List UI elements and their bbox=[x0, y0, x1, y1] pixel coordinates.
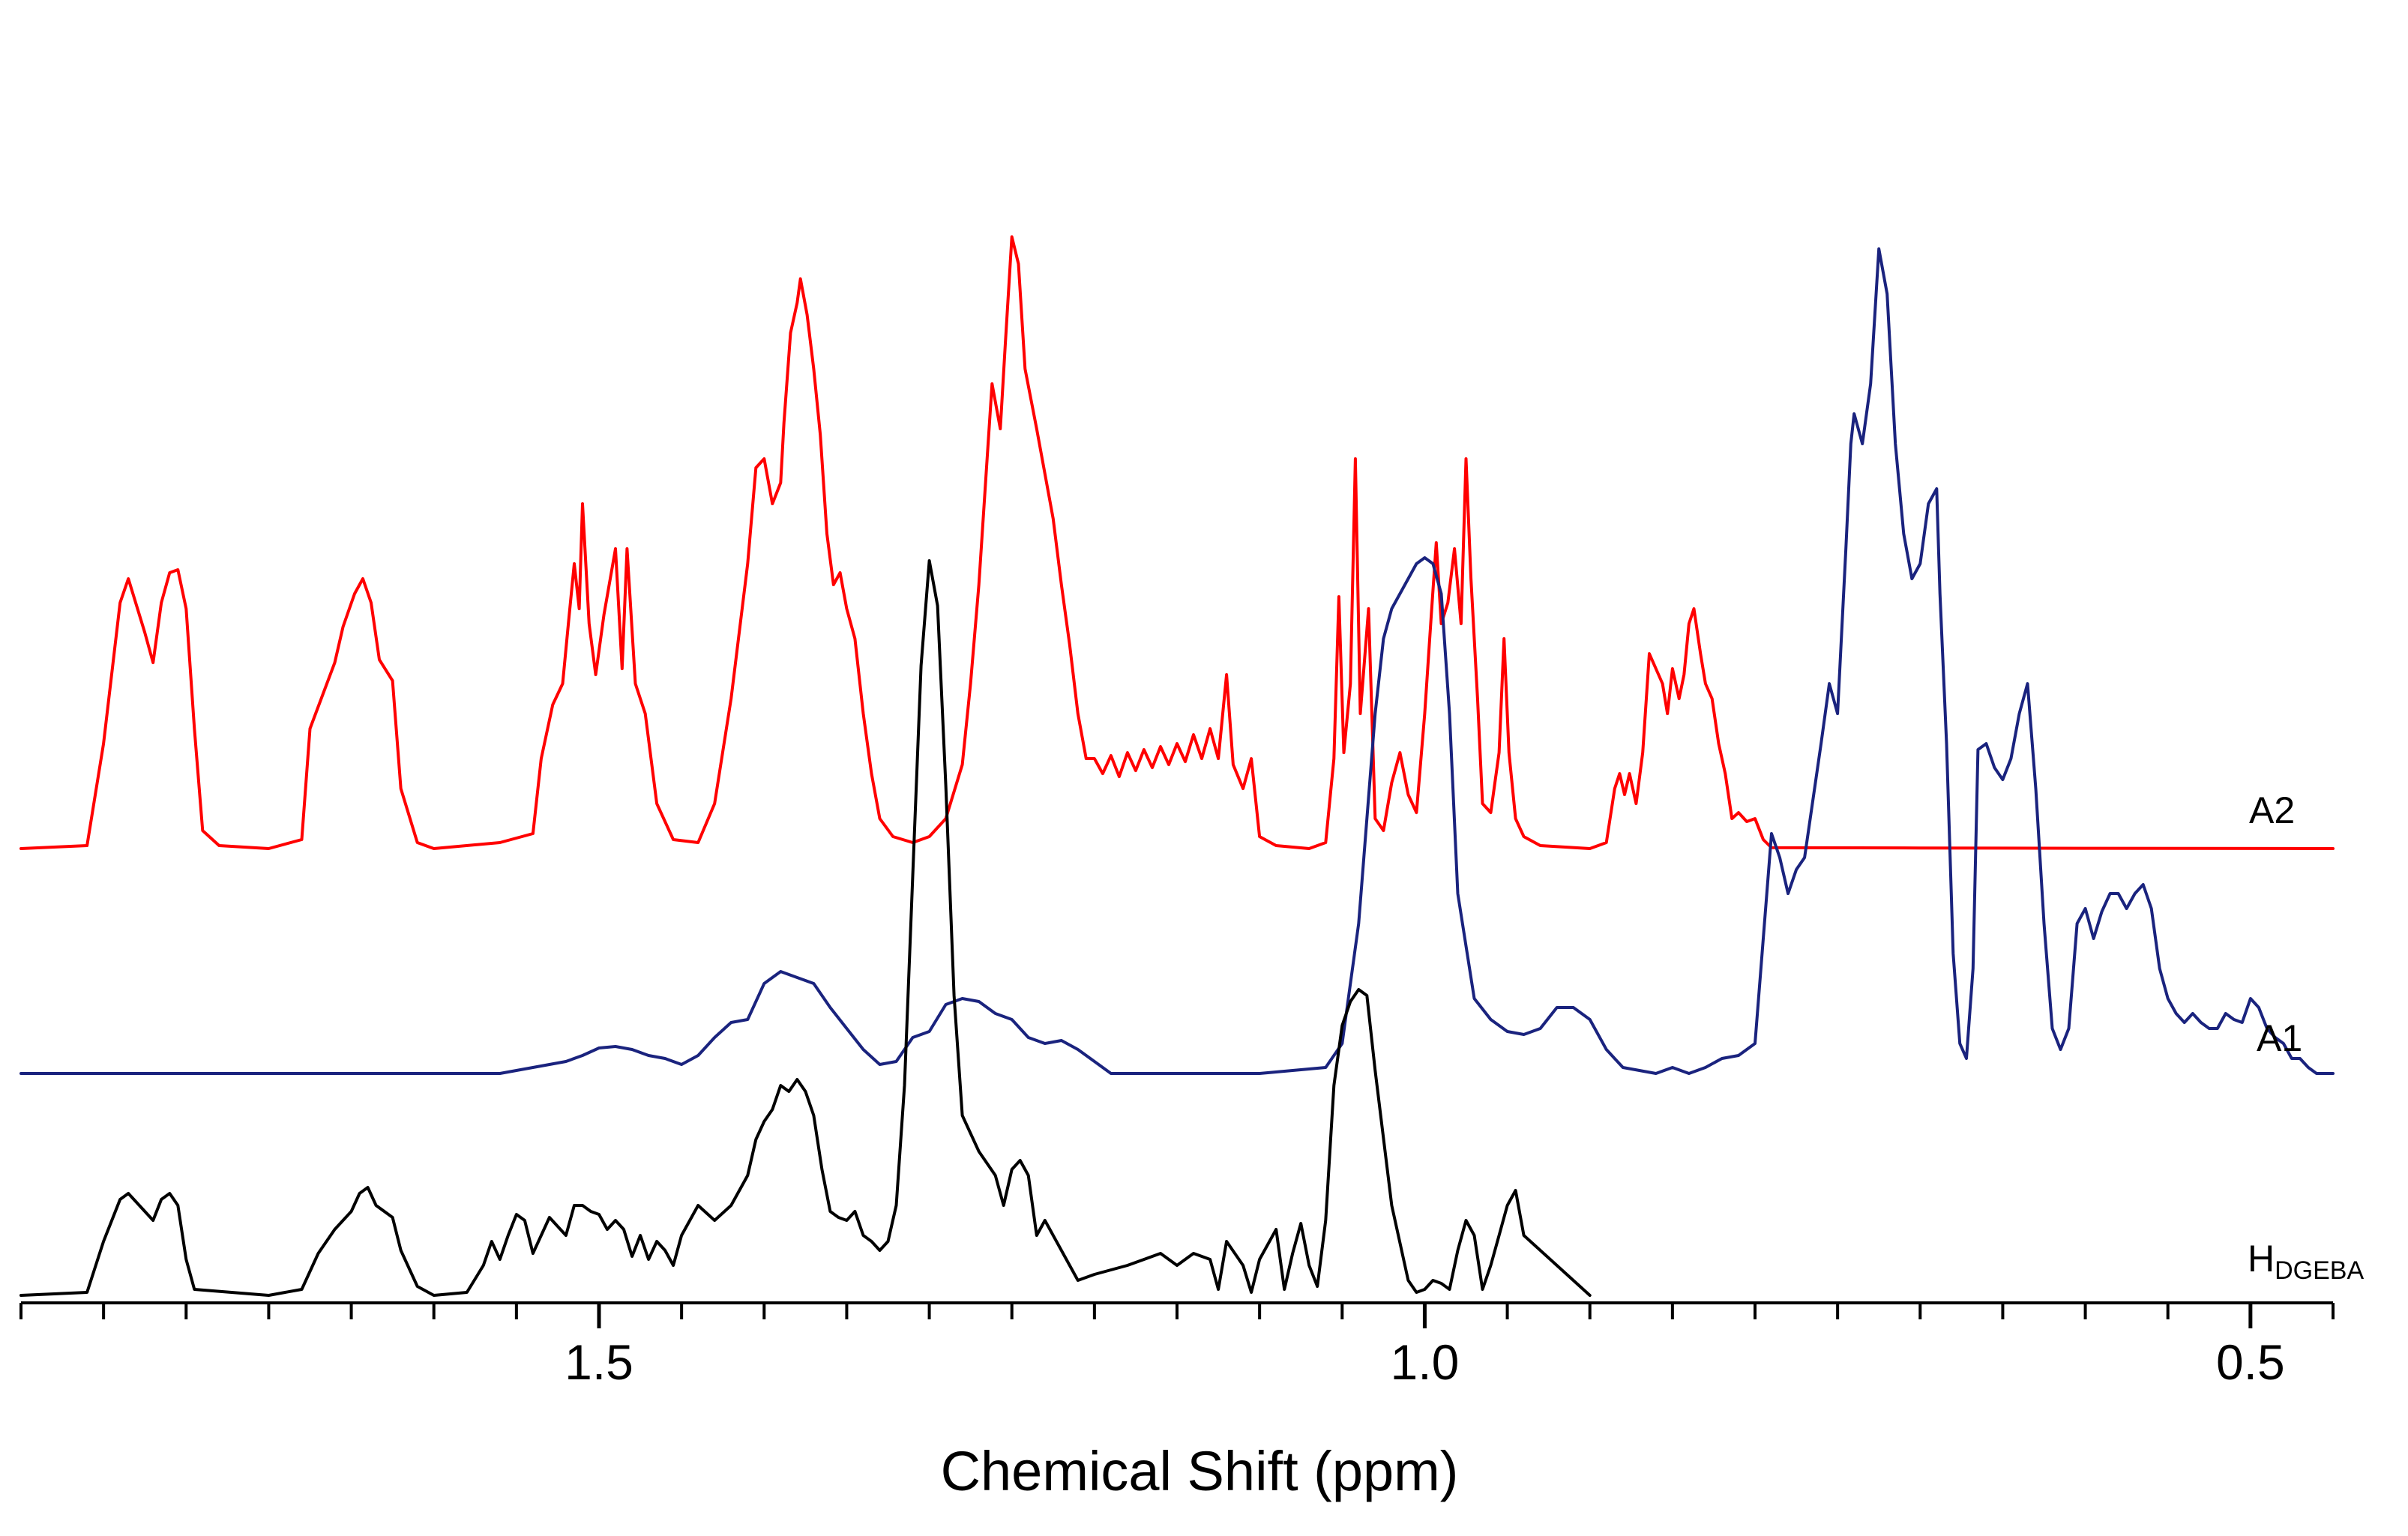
spectrum-line-hdgeba bbox=[19, 559, 1592, 1297]
spectrum-line-a2 bbox=[19, 235, 2335, 850]
x-axis-ticks: 1.5 1.0 0.5 bbox=[19, 1303, 2335, 1390]
x-axis-title: Chemical Shift (ppm) bbox=[941, 1440, 1459, 1502]
series-label-a2: A2 bbox=[2249, 789, 2295, 831]
series-label-hdgeba-subscript: DGEBA bbox=[2275, 1256, 2364, 1285]
spectra-group bbox=[19, 235, 2335, 1297]
series-label-hdgeba-main: H bbox=[2248, 1238, 2275, 1280]
series-label-a1: A1 bbox=[2257, 1017, 2302, 1059]
x-axis: 1.5 1.0 0.5 bbox=[19, 1301, 2335, 1390]
x-tick-label: 1.0 bbox=[1391, 1334, 1460, 1390]
x-tick-label: 0.5 bbox=[2216, 1334, 2285, 1390]
spectrum-line-a1 bbox=[19, 247, 2335, 1075]
series-label-hdgeba: HDGEBA bbox=[2248, 1238, 2364, 1285]
series-labels: A2 A1 HDGEBA bbox=[2248, 789, 2364, 1285]
x-tick-label: 1.5 bbox=[565, 1334, 633, 1390]
